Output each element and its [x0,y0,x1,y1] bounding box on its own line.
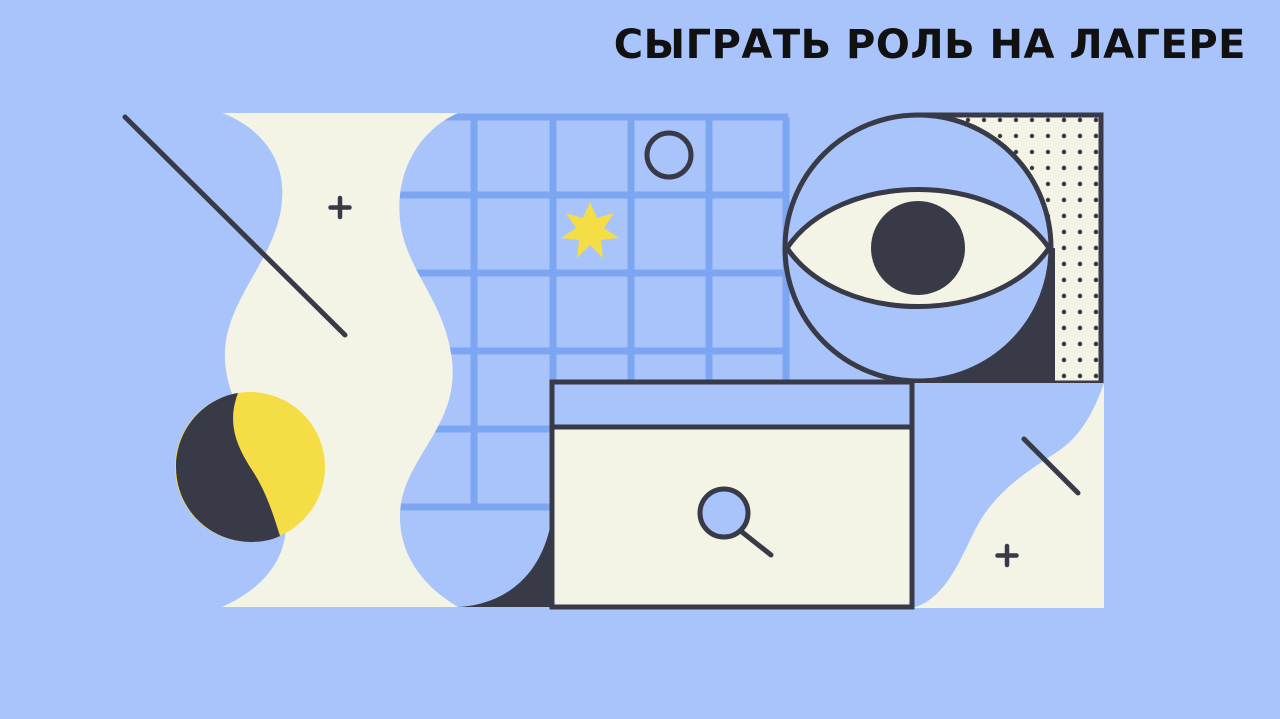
dark-wave-shape [458,510,553,607]
grid-panel [400,113,790,511]
plus-icon [328,195,352,220]
search-icon [697,486,774,558]
yellow-star [561,202,619,258]
eye-icon [782,112,1055,384]
diagonal-line [122,114,348,338]
half-moon-circle [175,392,325,542]
small-circle [644,130,694,180]
page-title: СЫГРАТЬ РОЛЬ НА ЛАГЕРЕ [613,22,1246,68]
bottom-right-panel [912,383,1104,608]
